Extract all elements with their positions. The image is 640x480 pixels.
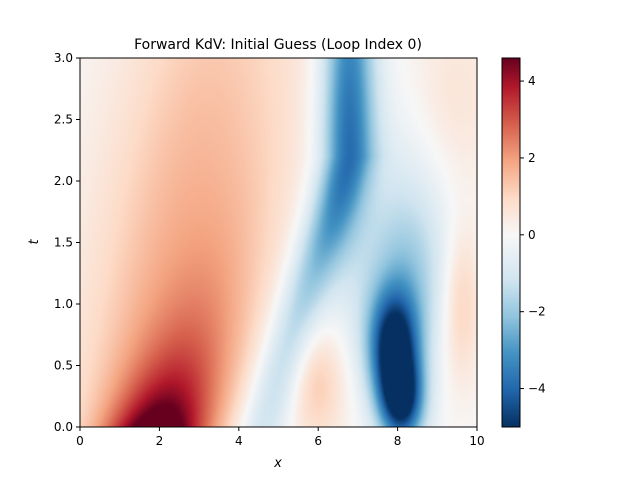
colorbar-tick-label: −4 (528, 382, 546, 396)
y-tick-label: 1.0 (54, 297, 73, 311)
y-tick-label: 1.5 (54, 236, 73, 250)
x-tick-label: 8 (394, 434, 402, 448)
y-tick-label: 3.0 (54, 51, 73, 65)
y-tick-label: 0.0 (54, 420, 73, 434)
y-axis-ticks: 0.0 0.5 1.0 1.5 2.0 2.5 3.0 (54, 51, 80, 434)
colorbar-tick-label: 2 (528, 151, 536, 165)
x-axis-ticks: 0 2 4 6 8 10 (76, 427, 485, 448)
colorbar-tick-label: −2 (528, 305, 546, 319)
x-tick-label: 6 (314, 434, 322, 448)
y-tick-label: 2.0 (54, 174, 73, 188)
colorbar: 4 2 0 −2 −4 (501, 57, 546, 428)
colorbar-tick-label: 0 (528, 228, 536, 242)
x-tick-label: 10 (469, 434, 484, 448)
heatmap-field (80, 58, 477, 427)
x-tick-label: 4 (235, 434, 243, 448)
colorbar-gradient (501, 57, 521, 428)
chart-title: Forward KdV: Initial Guess (Loop Index 0… (134, 37, 422, 53)
y-tick-label: 2.5 (54, 113, 73, 127)
x-tick-label: 2 (156, 434, 164, 448)
x-axis-label: x (273, 456, 282, 471)
colorbar-ticks: 4 2 0 −2 −4 (520, 74, 546, 396)
y-axis-label: t (27, 239, 42, 245)
plot-area (79, 57, 478, 428)
y-tick-label: 0.5 (54, 359, 73, 373)
colorbar-tick-label: 4 (528, 74, 536, 88)
x-tick-label: 0 (76, 434, 84, 448)
